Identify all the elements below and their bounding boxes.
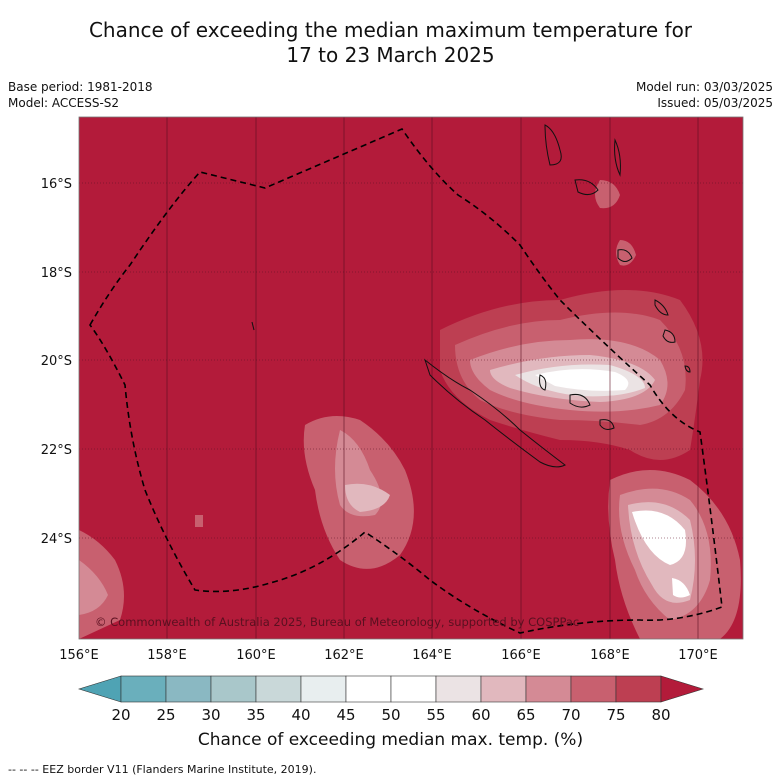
- colorbar-swatch: [615, 675, 662, 703]
- island-mare: [599, 419, 615, 430]
- eez-border: [89, 128, 723, 634]
- colorbar-swatch: [165, 675, 212, 703]
- colorbar-tick-label: 50: [381, 706, 400, 724]
- colorbar-tick-label: 80: [651, 706, 670, 724]
- colorbar-swatch: [435, 675, 482, 703]
- title-line-1: Chance of exceeding the median maximum t…: [88, 18, 693, 42]
- lat-tick-label: 24°S: [41, 532, 72, 547]
- colorbar-tick-label: 75: [606, 706, 625, 724]
- base-period: Base period: 1981-2018: [8, 80, 153, 94]
- lon-tick-label: 156°E: [59, 648, 99, 663]
- lat-tick-label: 20°S: [41, 354, 72, 369]
- issued-date: Issued: 05/03/2025: [657, 96, 773, 110]
- colorbar-tick-label: 35: [246, 706, 265, 724]
- lon-tick-label: 164°E: [412, 648, 452, 663]
- model-name: Model: ACCESS-S2: [8, 96, 120, 110]
- colorbar-swatch: [525, 675, 572, 703]
- lat-tick-label: 22°S: [41, 443, 72, 458]
- colorbar-tick-label: 30: [201, 706, 220, 724]
- island-chesterfield: [251, 321, 255, 331]
- contour-60-center: [345, 483, 390, 512]
- lon-tick-label: 166°E: [501, 648, 541, 663]
- colorbar-tick-label: 40: [291, 706, 310, 724]
- lon-tick-label: 160°E: [236, 648, 276, 663]
- eez-footnote: -- -- -- EEZ border V11 (Flanders Marine…: [8, 763, 317, 776]
- lat-tick-label: 16°S: [41, 177, 72, 192]
- colorbar-tick-label: 25: [156, 706, 175, 724]
- probability-contours: [79, 180, 741, 639]
- island-lifou: [569, 394, 591, 408]
- new-caledonia-outline: [423, 358, 566, 468]
- colorbar-swatch: [300, 675, 347, 703]
- colorbar-tick-label: 55: [426, 706, 445, 724]
- contour-50-se-small: [672, 578, 690, 598]
- lon-tick-label: 168°E: [590, 648, 630, 663]
- lat-tick-label: 18°S: [41, 266, 72, 281]
- model-run: Model run: 03/03/2025: [635, 80, 773, 94]
- contour-small-patch: [195, 515, 203, 527]
- colorbar-extend-low: [77, 675, 122, 703]
- colorbar-swatch: [255, 675, 302, 703]
- colorbar: 20 25 30 35 40 45 50 55 60 65 70 75 80: [77, 675, 705, 724]
- colorbar-swatch: [210, 675, 257, 703]
- contour-50-se: [632, 510, 686, 565]
- island-ouvea: [539, 374, 547, 391]
- island-small-2: [684, 365, 691, 373]
- meta-left: Base period: 1981-2018 Model: ACCESS-S2: [8, 79, 153, 111]
- colorbar-tick-label: 60: [471, 706, 490, 724]
- colorbar-swatch: [480, 675, 527, 703]
- island-malakula: [574, 179, 599, 196]
- island-maewo: [614, 138, 621, 177]
- colorbar-tick-label: 65: [516, 706, 535, 724]
- title-line-2: 17 to 23 March 2025: [286, 43, 495, 67]
- contour-50-ne: [535, 369, 629, 391]
- chart-title: Chance of exceeding the median maximum t…: [0, 18, 781, 68]
- colorbar-swatch: [345, 675, 392, 703]
- colorbar-swatch: [570, 675, 617, 703]
- lat-axis: 16°S 18°S 20°S 22°S 24°S: [41, 177, 72, 547]
- meta-right: Model run: 03/03/2025 Issued: 05/03/2025: [636, 79, 773, 111]
- contour-65-sw: [79, 560, 108, 615]
- lon-tick-label: 170°E: [678, 648, 718, 663]
- colorbar-swatch: [390, 675, 437, 703]
- lon-axis: 156°E 158°E 160°E 162°E 164°E 166°E 168°E 170°E: [59, 648, 718, 663]
- colorbar-extend-high: [660, 675, 705, 703]
- map-area: © Commonwealth of Australia 2025, Bureau…: [79, 117, 743, 639]
- lon-tick-label: 162°E: [324, 648, 364, 663]
- island-espiritu-santo: [544, 124, 562, 166]
- colorbar-tick-label: 70: [561, 706, 580, 724]
- island-tanna: [617, 249, 633, 262]
- island-aneityum: [654, 299, 669, 316]
- map-frame: [78, 116, 744, 640]
- colorbar-tick-label: 45: [336, 706, 355, 724]
- graticule: [79, 117, 743, 639]
- colorbar-swatch: [120, 675, 167, 703]
- copyright-text: © Commonwealth of Australia 2025, Bureau…: [95, 615, 579, 629]
- contour-70-vanuatu: [595, 180, 620, 209]
- island-small-1: [662, 329, 676, 343]
- lon-tick-label: 158°E: [147, 648, 187, 663]
- colorbar-label: Chance of exceeding median max. temp. (%…: [197, 730, 584, 750]
- coastlines: [251, 124, 691, 468]
- colorbar-tick-label: 20: [111, 706, 130, 724]
